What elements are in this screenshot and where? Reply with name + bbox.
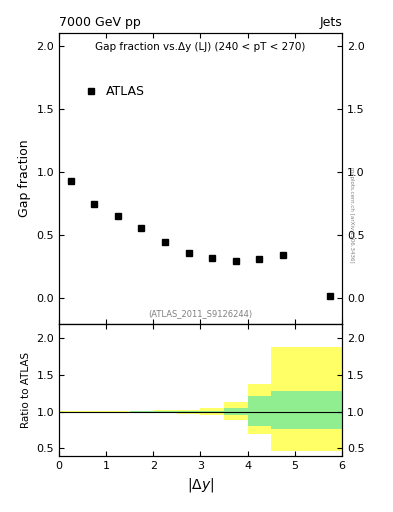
ATLAS bbox=[328, 293, 332, 299]
Text: mcplots.cern.ch [arXiv:1306.3436]: mcplots.cern.ch [arXiv:1306.3436] bbox=[349, 167, 354, 263]
ATLAS bbox=[68, 178, 73, 184]
Y-axis label: Ratio to ATLAS: Ratio to ATLAS bbox=[21, 352, 31, 428]
ATLAS bbox=[281, 252, 285, 259]
Text: Jets: Jets bbox=[319, 16, 342, 29]
Text: (ATLAS_2011_S9126244): (ATLAS_2011_S9126244) bbox=[149, 309, 252, 318]
ATLAS bbox=[186, 250, 191, 256]
Y-axis label: Gap fraction: Gap fraction bbox=[18, 140, 31, 217]
ATLAS bbox=[233, 258, 238, 264]
ATLAS bbox=[210, 255, 215, 261]
ATLAS bbox=[163, 239, 167, 245]
X-axis label: $|\Delta y|$: $|\Delta y|$ bbox=[187, 476, 214, 494]
ATLAS bbox=[116, 214, 120, 220]
Text: 7000 GeV pp: 7000 GeV pp bbox=[59, 16, 141, 29]
ATLAS bbox=[139, 225, 144, 231]
Line: ATLAS: ATLAS bbox=[67, 178, 334, 300]
ATLAS bbox=[92, 201, 97, 207]
Text: Gap fraction vs.Δy (LJ) (240 < pT < 270): Gap fraction vs.Δy (LJ) (240 < pT < 270) bbox=[95, 42, 306, 52]
Text: ATLAS: ATLAS bbox=[106, 85, 145, 98]
ATLAS bbox=[257, 256, 262, 262]
